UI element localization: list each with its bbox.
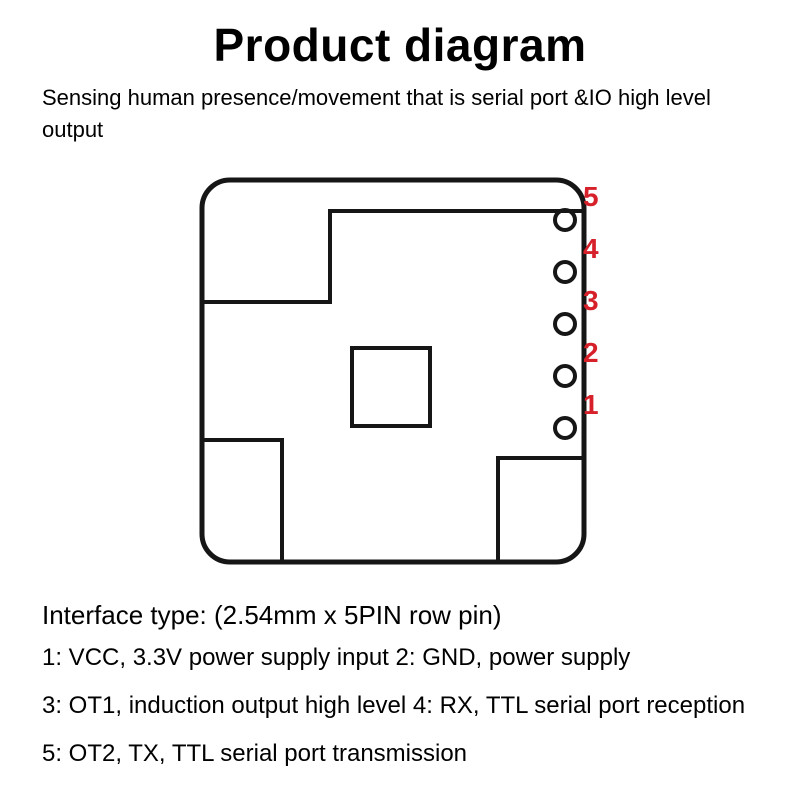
pin-desc-3-4: 3: OT1, induction output high level 4: R…: [42, 694, 762, 718]
pin-label-5: 5: [583, 181, 599, 213]
pin-desc-1-2: 1: VCC, 3.3V power supply input 2: GND, …: [42, 646, 762, 670]
pin-label-1: 1: [583, 389, 599, 421]
board-svg: [178, 156, 608, 586]
interface-type: Interface type: (2.54mm x 5PIN row pin): [42, 602, 762, 628]
product-diagram: [178, 156, 608, 586]
pin-label-4: 4: [583, 233, 599, 265]
pin-label-3: 3: [583, 285, 599, 317]
pin-label-2: 2: [583, 337, 599, 369]
pin-desc-5: 5: OT2, TX, TTL serial port transmission: [42, 742, 762, 766]
page-title: Product diagram: [0, 18, 800, 72]
subtitle: Sensing human presence/movement that is …: [42, 82, 742, 146]
